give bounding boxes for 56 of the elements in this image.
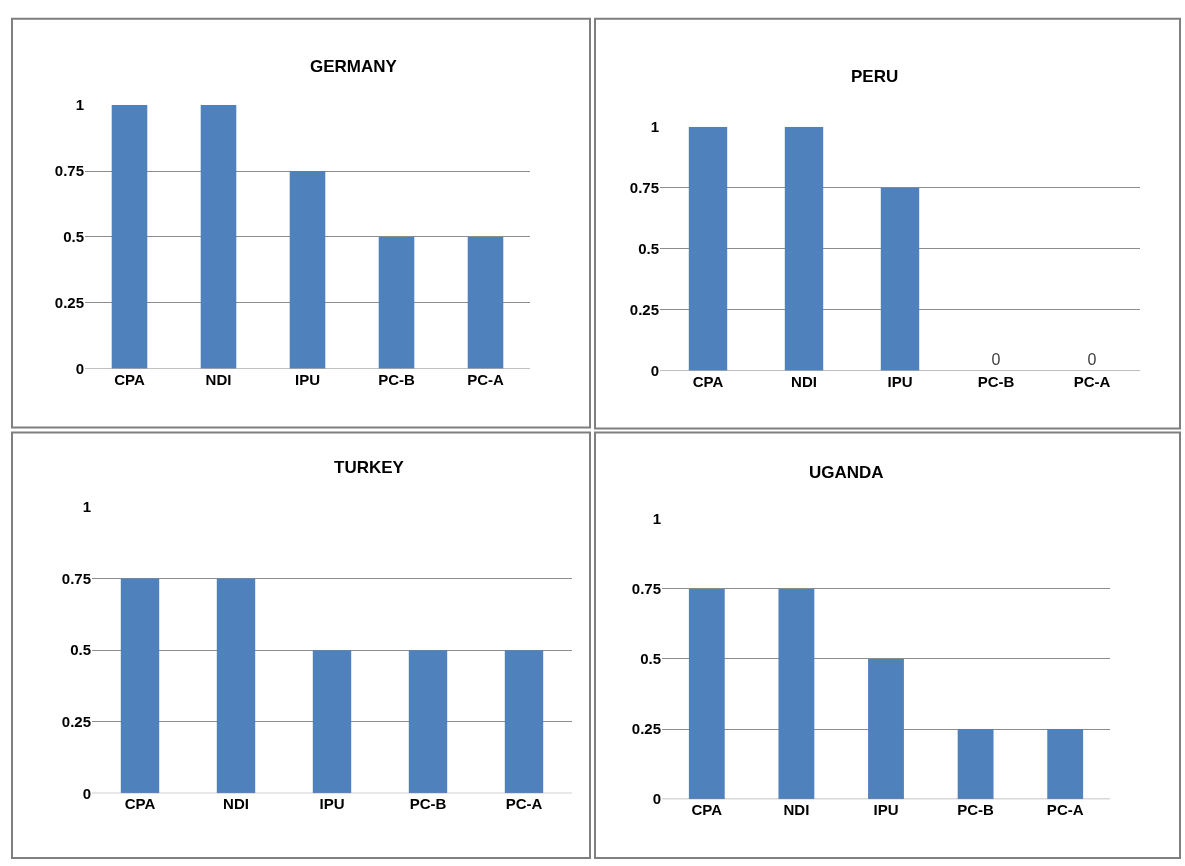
y-tick-label: 1 [650,117,659,135]
y-tick-label: 0.25 [54,294,84,312]
x-tick-label: IPU [873,801,899,819]
x-tick-label: CPA [692,372,724,390]
x-tick-label: PC-B [977,372,1015,390]
x-tick-label: IPU [319,795,345,813]
y-tick-label: 1 [75,96,84,114]
x-tick-label: IPU [294,370,321,388]
y-tick-label: 0.5 [638,239,659,257]
y-tick-label: 0 [82,784,91,802]
y-tick-label: 0.5 [640,650,661,668]
chart-title: TURKEY [334,458,405,477]
y-tick-label: 0.25 [629,300,659,318]
y-tick-label: 0.5 [70,641,91,659]
x-tick-label: NDI [223,795,249,813]
x-tick-label: PC-A [467,370,504,388]
bar [111,105,148,369]
x-tick-label: PC-A [1046,801,1084,819]
y-tick-label: 0.75 [629,178,659,196]
chart-title: PERU [851,67,899,86]
y-tick-label: 0.75 [54,162,84,180]
x-tick-label: PC-A [505,795,543,813]
bar [1047,729,1084,800]
x-tick-label: CPA [114,370,145,388]
x-tick-label: NDI [783,801,810,819]
x-tick-label: NDI [791,372,817,390]
y-tick-label: 1 [82,498,91,516]
y-tick-label: 0.75 [631,580,661,598]
y-tick-label: 0.5 [63,228,84,246]
y-tick-label: 0.25 [61,712,91,730]
y-tick-label: 0 [650,362,659,379]
data-label: 0 [1087,350,1097,368]
chart-title: GERMANY [310,57,398,76]
x-tick-label: CPA [691,801,723,819]
data-label: 0 [991,350,1001,368]
y-tick-label: 0.75 [61,569,91,587]
bar [200,105,237,369]
x-tick-label: PC-B [409,795,447,813]
x-tick-label: PC-B [957,801,995,819]
y-tick-label: 0 [652,790,661,808]
y-tick-label: 0 [75,360,84,378]
x-tick-label: CPA [124,795,156,813]
y-tick-label: 0.25 [631,720,661,738]
bar [778,588,815,800]
x-tick-label: NDI [205,370,232,388]
bar [378,236,415,369]
chart-title: UGANDA [809,463,884,482]
bar [289,171,326,369]
y-tick-label: 1 [652,510,661,528]
bar [868,658,904,800]
x-tick-label: IPU [887,372,913,390]
x-tick-label: PC-A [1073,372,1111,390]
bar [688,588,725,800]
bar [467,236,504,369]
bar [957,729,994,800]
x-tick-label: PC-B [378,370,415,388]
